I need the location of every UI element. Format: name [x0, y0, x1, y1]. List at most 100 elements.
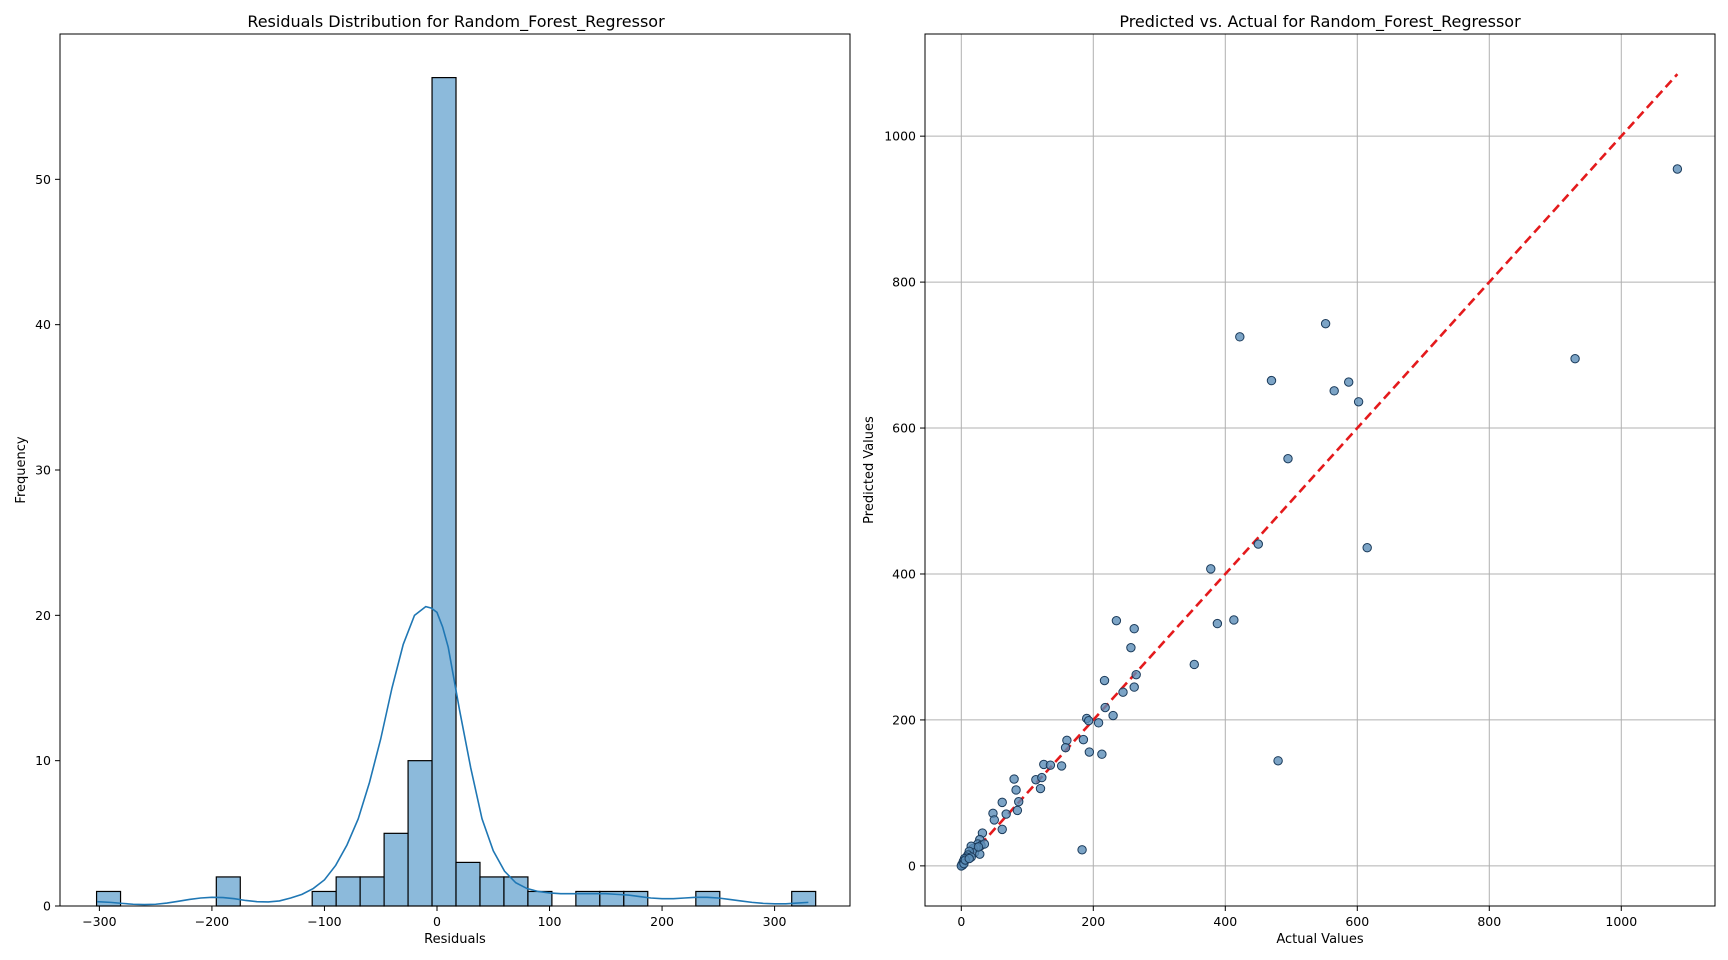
histogram-bar: [311, 890, 337, 907]
histogram-y-tick-label: 10: [35, 753, 51, 768]
scatter-title: Predicted vs. Actual for Random_Forest_R…: [1119, 12, 1521, 32]
scatter-x-tick-label: 1000: [1605, 914, 1637, 929]
scatter-point: [964, 853, 974, 864]
histogram-x-tick-label: 200: [650, 914, 674, 929]
scatter-y-axis-label: Predicted Values: [862, 416, 877, 524]
scatter-point: [1078, 734, 1089, 745]
kde-curve: [97, 605, 809, 906]
scatter-point: [1273, 756, 1283, 766]
scatter-x-tick-label: 0: [957, 914, 965, 929]
histogram-y-axis-label: Frequency: [14, 436, 29, 503]
scatter-point: [1111, 615, 1122, 626]
histogram-bar: [215, 876, 241, 907]
scatter-point: [1083, 715, 1094, 726]
histogram-bar: [527, 890, 553, 907]
scatter-point: [1011, 785, 1021, 795]
scatter-point: [1009, 774, 1019, 784]
predicted-vs-actual-panel: Predicted vs. Actual for Random_Forest_R…: [862, 12, 1716, 947]
histogram-y-tick-label: 20: [35, 608, 51, 623]
scatter-point: [1001, 809, 1011, 819]
scatter-point: [1100, 702, 1110, 713]
histogram-bar: [335, 876, 361, 907]
scatter-point: [1126, 642, 1136, 653]
scatter-x-tick-label: 800: [1477, 914, 1501, 929]
scatter-point: [1129, 682, 1139, 692]
scatter-points: [956, 164, 1683, 871]
histogram-plot-frame: [59, 33, 851, 907]
scatter-point: [1045, 760, 1056, 770]
histogram-x-tick-label: 0: [433, 914, 441, 929]
scatter-point: [1283, 453, 1293, 464]
scatter-y-tick-label: 200: [892, 712, 916, 727]
histogram-bar: [479, 876, 505, 907]
scatter-point: [1108, 710, 1118, 721]
histogram-bar: [431, 76, 457, 907]
scatter-ticks: 0 200 400 600 800 1000 0 200 400 600 800 1000: [884, 129, 1637, 929]
scatter-point: [1229, 615, 1239, 625]
scatter-point: [1320, 318, 1331, 329]
scatter-point: [1093, 718, 1104, 728]
scatter-point: [997, 797, 1007, 808]
scatter-point: [1077, 845, 1087, 855]
scatter-point: [1329, 386, 1339, 396]
scatter-point: [1129, 624, 1139, 634]
histogram-bar: [95, 890, 122, 907]
histogram-bar: [695, 890, 721, 907]
histogram-x-axis-label: Residuals: [424, 932, 486, 947]
histogram-y-tick-label: 50: [35, 172, 51, 187]
scatter-point: [1097, 749, 1107, 759]
scatter-point: [973, 842, 984, 852]
histogram-title: Residuals Distribution for Random_Forest…: [247, 12, 665, 32]
histogram-bar: [407, 760, 433, 907]
residuals-histogram-panel: Residuals Distribution for Random_Forest…: [14, 12, 851, 947]
scatter-point: [1253, 539, 1263, 549]
histogram-ticks: −300 −200 −100 0 100 200 300 0 10 20 30 40 50: [35, 172, 786, 929]
scatter-point: [1056, 761, 1067, 771]
histogram-bar: [455, 861, 481, 907]
scatter-point: [1099, 675, 1110, 686]
scatter-point: [1212, 618, 1223, 629]
scatter-point: [1037, 772, 1047, 783]
scatter-point: [1060, 742, 1071, 753]
scatter-grid: [925, 34, 1715, 906]
scatter-point: [1014, 796, 1024, 807]
scatter-point: [1570, 354, 1580, 364]
scatter-point: [1235, 332, 1245, 342]
scatter-point: [1131, 669, 1141, 680]
histogram-x-tick-label: −100: [307, 914, 341, 929]
scatter-y-tick-label: 600: [892, 421, 916, 436]
scatter-plot-frame: [924, 33, 1716, 907]
scatter-x-tick-label: 200: [1081, 914, 1105, 929]
histogram-x-tick-label: 100: [538, 914, 562, 929]
histogram-bars: [95, 76, 817, 907]
scatter-point: [1344, 377, 1354, 387]
scatter-point: [1353, 397, 1364, 407]
scatter-y-tick-label: 1000: [884, 129, 916, 144]
scatter-y-tick-label: 0: [908, 858, 916, 873]
histogram-bar: [359, 876, 385, 907]
histogram-bar: [383, 832, 409, 907]
histogram-bar: [503, 876, 529, 907]
scatter-y-tick-label: 400: [892, 566, 916, 581]
scatter-point: [1012, 805, 1023, 816]
histogram-y-tick-label: 0: [43, 899, 51, 914]
scatter-point: [1266, 375, 1277, 386]
scatter-point: [1118, 687, 1128, 697]
scatter-point: [997, 824, 1007, 835]
scatter-y-tick-label: 800: [892, 275, 916, 290]
scatter-point: [1362, 543, 1372, 553]
histogram-y-tick-label: 40: [35, 317, 51, 332]
scatter-point: [1084, 747, 1095, 757]
scatter-point: [1035, 783, 1046, 794]
histogram-bar: [623, 890, 649, 907]
scatter-point: [989, 815, 999, 825]
scatter-point: [1206, 564, 1216, 574]
histogram-x-tick-label: 300: [763, 914, 787, 929]
histogram-y-tick-label: 30: [35, 463, 51, 478]
scatter-x-axis-label: Actual Values: [1276, 932, 1364, 947]
scatter-x-tick-label: 600: [1345, 914, 1369, 929]
identity-reference-line: [960, 73, 1679, 867]
histogram-x-tick-label: −200: [195, 914, 229, 929]
histogram-x-tick-label: −300: [82, 914, 116, 929]
